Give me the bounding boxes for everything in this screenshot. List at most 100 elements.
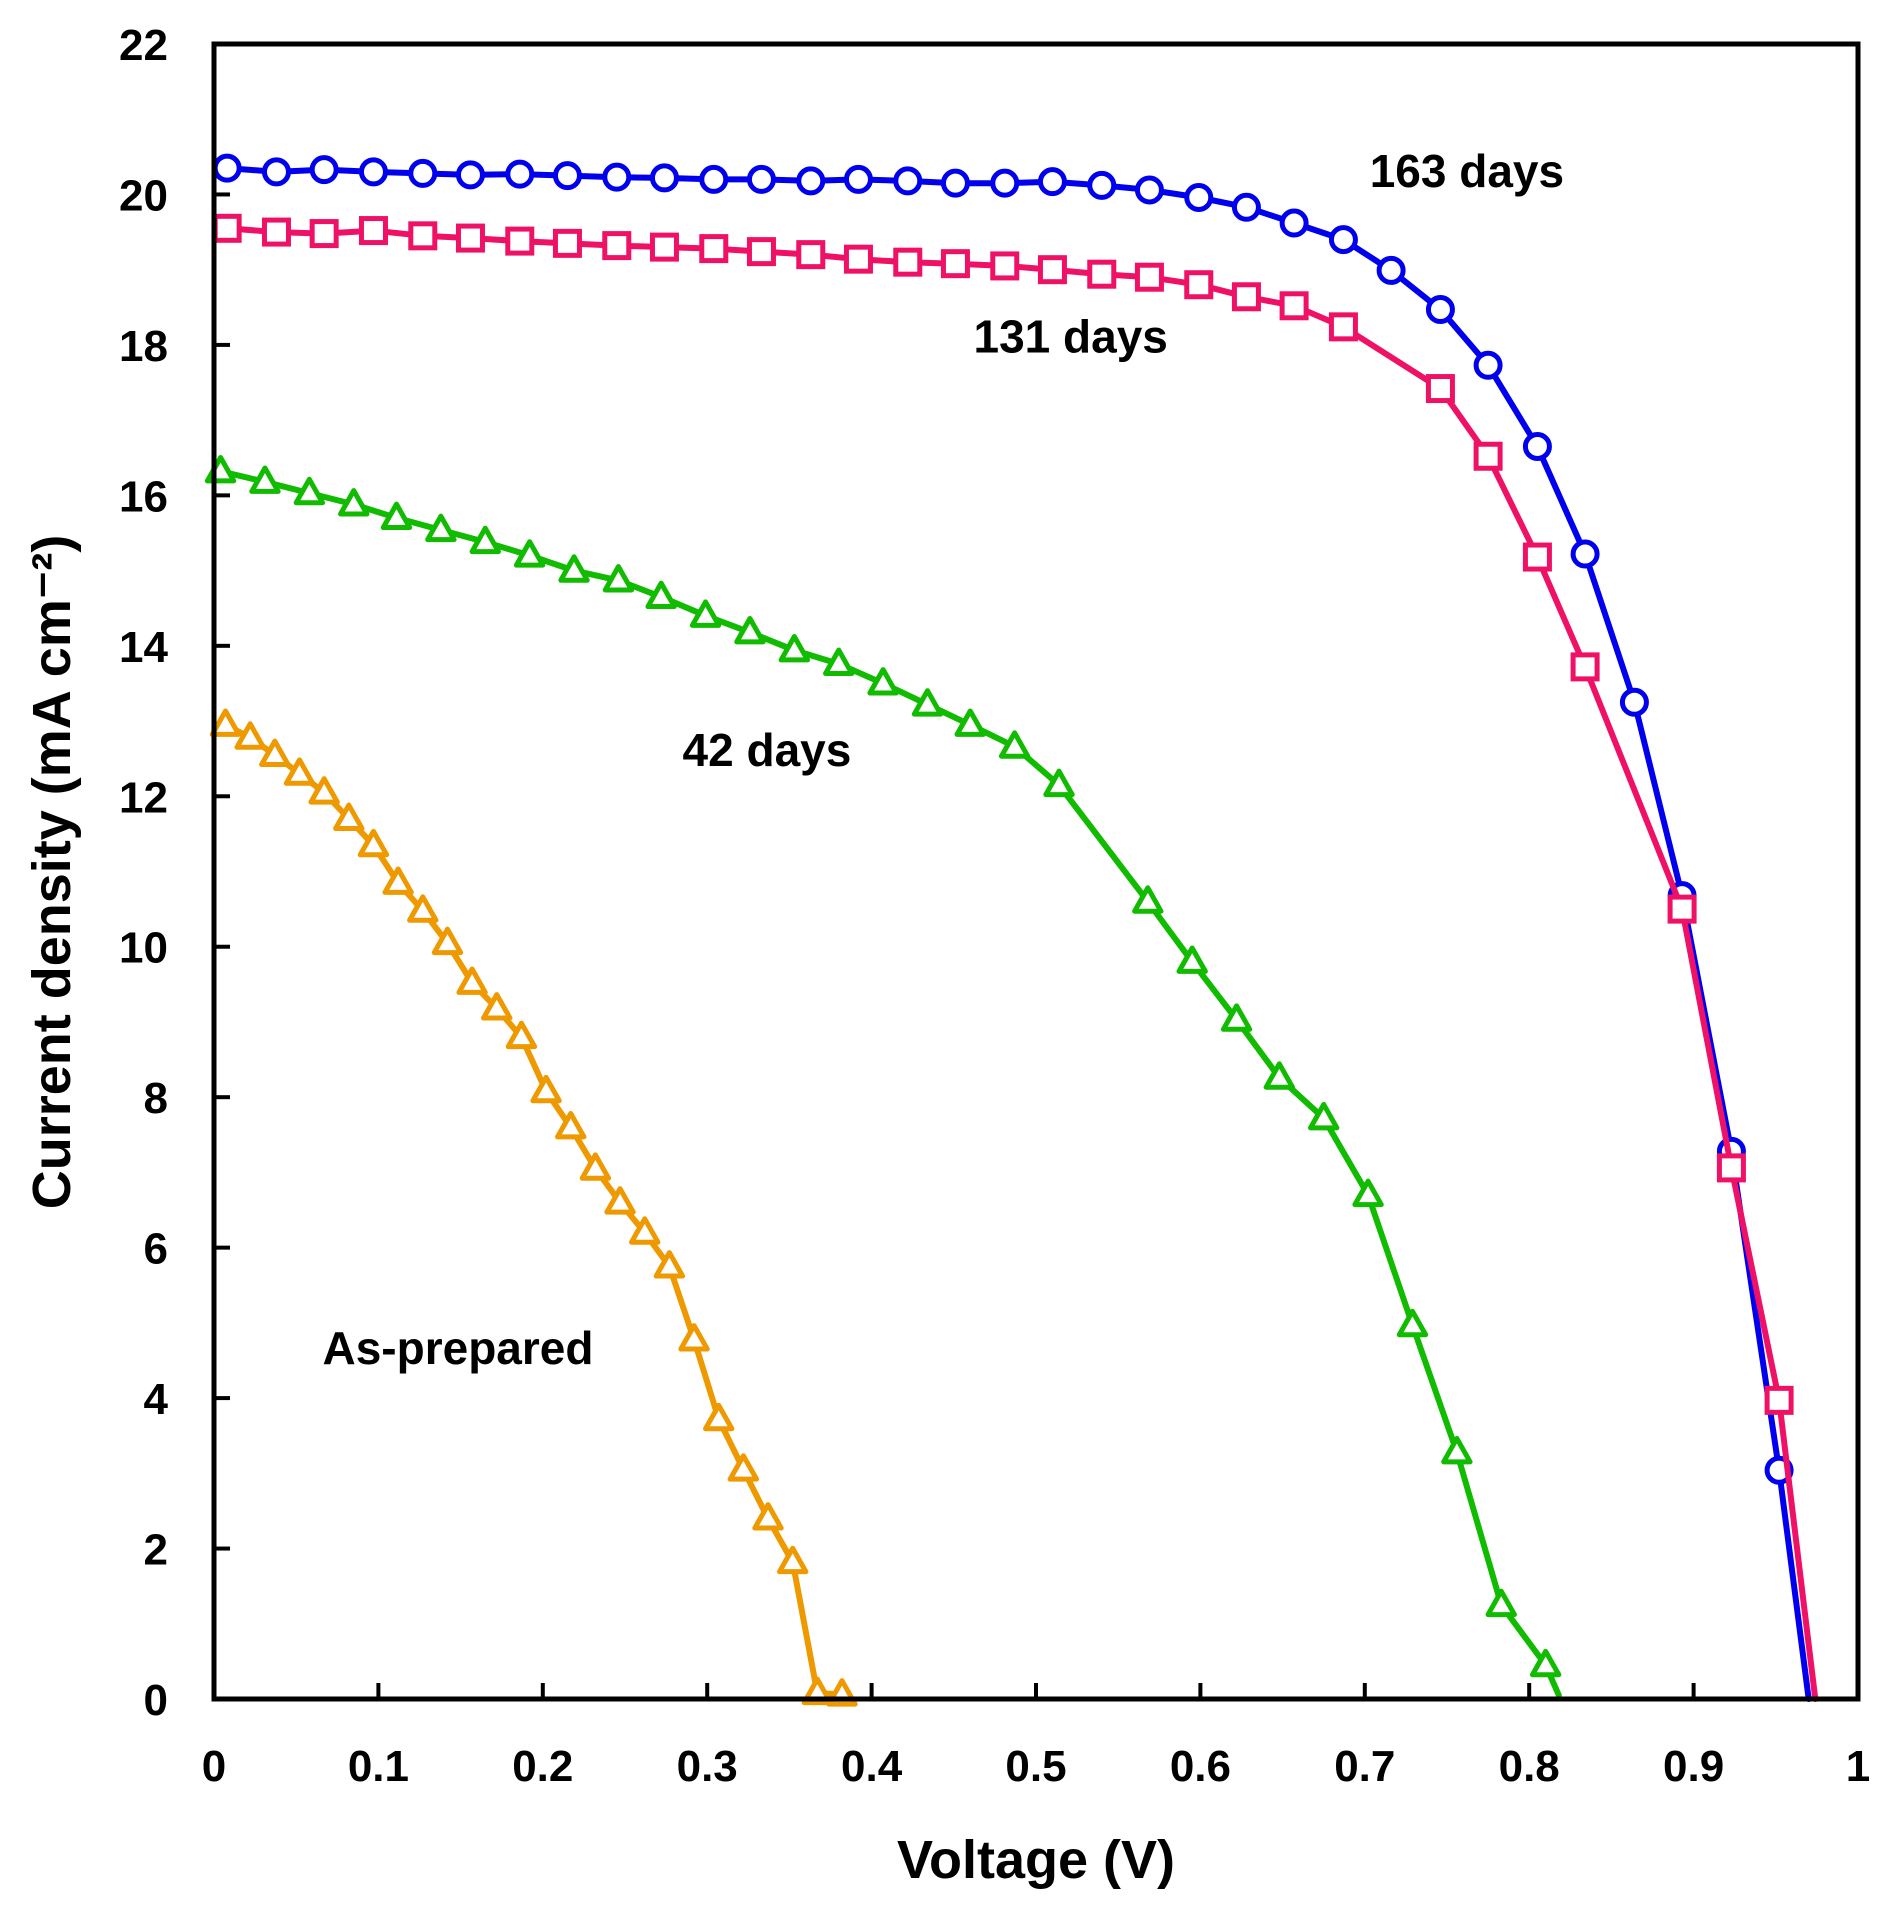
data-point-131-days — [990, 251, 1020, 281]
data-point-163-days — [649, 163, 679, 193]
data-point-163-days — [261, 157, 291, 187]
data-point-163-days — [699, 164, 729, 194]
data-point-163-days — [552, 161, 582, 191]
data-point-163-days — [1473, 350, 1503, 380]
x-tick-label: 0.5 — [1005, 1742, 1066, 1791]
axis-ticks — [212, 42, 1860, 1701]
data-point-131-days — [1473, 441, 1503, 471]
data-point-163-days — [1376, 255, 1406, 285]
series-label-163-days: 163 days — [1370, 145, 1564, 197]
data-point-163-days — [1570, 539, 1600, 569]
data-point-163-days — [1279, 208, 1309, 238]
data-point-163-days — [796, 166, 826, 196]
data-point-163-days — [1037, 167, 1067, 197]
data-point-42-days — [1132, 885, 1164, 914]
y-tick-label: 0 — [144, 1676, 168, 1725]
data-point-42-days — [293, 476, 326, 506]
data-point-131-days — [358, 216, 388, 246]
data-point-as-prepared — [456, 966, 488, 995]
data-point-as-prepared — [653, 1250, 686, 1279]
data-point-42-days — [1485, 1588, 1517, 1618]
data-point-42-days — [1220, 1003, 1253, 1032]
data-point-42-days — [558, 554, 590, 583]
data-point-42-days — [778, 634, 811, 663]
data-point-163-days — [940, 168, 970, 198]
data-point-131-days — [408, 221, 438, 251]
data-point-131-days — [1134, 262, 1164, 292]
data-point-42-days — [734, 615, 766, 645]
y-tick-label: 22 — [119, 21, 168, 70]
data-point-as-prepared — [678, 1323, 710, 1352]
data-point-as-prepared — [752, 1502, 784, 1531]
data-point-as-prepared — [283, 757, 316, 786]
data-point-131-days — [1522, 542, 1552, 572]
data-point-as-prepared — [629, 1216, 661, 1245]
x-tick-label: 0.3 — [677, 1742, 738, 1791]
y-tick-label: 8 — [144, 1074, 168, 1123]
data-point-163-days — [602, 162, 632, 192]
axis-tick-labels: 0 0.1 0.2 0.3 0.4 0.5 0.6 0.7 0.8 0.9 102468101214… — [119, 21, 1870, 1791]
series-label-as-prepared: As-prepared — [323, 1322, 594, 1374]
x-tick-label: 1 — [1846, 1742, 1870, 1791]
data-point-163-days — [1231, 192, 1261, 222]
data-point-163-days — [212, 153, 242, 183]
y-tick-label: 4 — [144, 1375, 169, 1424]
series-line-163-days — [224, 165, 1812, 1702]
series-labels: 163 days 131 days 42 days As-prepared — [323, 145, 1565, 1374]
data-point-163-days — [1134, 175, 1164, 205]
y-tick-label: 16 — [119, 472, 168, 521]
data-point-42-days — [954, 708, 986, 737]
y-tick-label: 18 — [119, 322, 168, 371]
data-point-42-days — [425, 513, 457, 543]
data-point-163-days — [1184, 182, 1214, 212]
y-tick-label: 10 — [119, 924, 168, 973]
data-point-131-days — [261, 217, 291, 247]
data-point-131-days — [746, 237, 776, 267]
data-point-as-prepared — [505, 1020, 538, 1050]
x-tick-label: 0.1 — [348, 1742, 409, 1791]
x-tick-label: 0 — [202, 1742, 226, 1791]
x-axis-title: Voltage (V) — [897, 1830, 1175, 1890]
series-label-42-days: 42 days — [683, 724, 852, 776]
data-point-42-days — [513, 539, 546, 568]
data-point-131-days — [505, 226, 535, 256]
series-layer — [204, 153, 1819, 1707]
data-point-131-days — [455, 223, 485, 253]
x-tick-label: 0.9 — [1663, 1742, 1724, 1791]
data-point-163-days — [1425, 295, 1455, 325]
data-point-163-days — [843, 164, 873, 194]
data-point-42-days — [1263, 1061, 1296, 1090]
series-label-131-days: 131 days — [974, 310, 1168, 362]
data-point-42-days — [602, 564, 635, 593]
y-tick-label: 14 — [119, 623, 168, 672]
y-tick-label: 2 — [144, 1526, 168, 1575]
data-point-131-days — [1087, 259, 1117, 289]
series-131-days — [212, 213, 1819, 1702]
data-point-163-days — [1522, 431, 1552, 461]
data-point-as-prepared — [308, 776, 340, 805]
data-point-42-days — [1043, 768, 1075, 798]
data-point-42-days — [1308, 1101, 1340, 1131]
data-point-42-days — [1396, 1308, 1429, 1338]
y-axis-title: Current density (mA cm⁻²) — [22, 535, 82, 1210]
y-tick-label: 20 — [119, 171, 168, 220]
data-point-163-days — [746, 164, 776, 194]
data-point-42-days — [823, 647, 855, 676]
data-point-131-days — [1425, 374, 1455, 404]
y-tick-label: 12 — [119, 773, 168, 822]
data-point-42-days — [338, 488, 370, 517]
data-point-131-days — [1667, 894, 1697, 924]
series-as-prepared — [209, 708, 858, 1707]
data-point-as-prepared — [357, 828, 390, 858]
x-tick-label: 0.2 — [512, 1742, 573, 1791]
data-point-42-days — [911, 688, 944, 717]
data-point-as-prepared — [579, 1152, 612, 1181]
data-point-131-days — [796, 240, 826, 270]
data-point-131-days — [1570, 652, 1600, 682]
data-point-42-days — [867, 667, 899, 696]
data-point-42-days — [1441, 1435, 1473, 1465]
x-tick-label: 0.6 — [1170, 1742, 1231, 1791]
data-point-163-days — [1619, 687, 1649, 717]
